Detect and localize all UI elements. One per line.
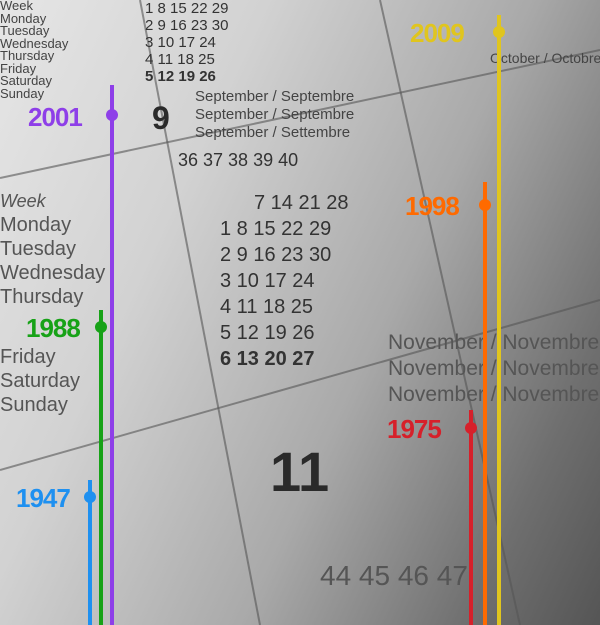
weekday: Monday [0,10,47,26]
timeline-line [88,480,92,625]
weekday: Saturday [0,73,53,88]
weekday: Saturday [0,370,81,392]
weekday: Wednesday [0,262,106,284]
date-row: 2 9 16 23 30 [145,17,229,34]
weekday: Friday [0,60,37,76]
date-row: 5 12 19 26 [220,322,315,344]
date-row: 4 11 18 25 [220,296,314,318]
bottom-week-numbers: 44 45 46 47 [320,560,468,591]
year-label: 1947 [16,483,71,513]
weekday: Tuesday [0,23,50,38]
timeline-dot [493,26,505,38]
year-label: 2009 [410,18,465,48]
date-row: 6 13 20 27 [220,348,315,370]
year-label: 2001 [28,102,83,132]
grid-line [139,0,261,625]
september-dates: 7 14 21 28 1 8 15 22 29 2 9 16 23 30 3 1… [220,190,349,372]
september-labels: September / Septembre September / Septem… [195,88,354,142]
august-dates: 1 8 15 22 29 2 9 16 23 30 3 10 17 24 4 1… [145,0,228,85]
month-label: September / Septembre [195,88,355,105]
timeline-dot [95,321,107,333]
date-row: 3 10 17 24 [145,34,216,51]
weekday-list-top: Week Monday Tuesday Wednesday Thursday F… [0,0,68,100]
november-number: 11 [270,440,330,503]
date-row: 2 9 16 23 30 [220,244,332,266]
date-row: 1 8 15 22 29 [145,0,229,17]
month-label: September / Settembre [195,124,351,141]
week-label: Week [0,0,33,13]
timeline-dot [479,199,491,211]
month-label: November / Novembre [388,383,600,406]
weekday: Friday [0,346,56,368]
timeline-dot [106,109,118,121]
month-label: November / Novembre [388,331,600,354]
timeline-line [497,15,501,625]
month-label: September / Septembre [195,106,355,123]
week-label: Week [0,191,46,211]
week-numbers: 36 37 38 39 40 [178,150,299,170]
timeline-line [469,410,473,625]
date-row: 3 10 17 24 [220,270,315,292]
year-label: 1998 [405,191,460,221]
november-labels: November / Novembre November / Novembre … [388,330,599,408]
year-label: 1975 [387,414,442,444]
weekday: Thursday [0,48,55,63]
year-label: 1988 [26,313,81,343]
weekday: Wednesday [0,35,69,51]
weekday: Sunday [0,85,45,101]
date-row: 5 12 19 26 [145,68,216,85]
october-label: October / Octobre [490,50,600,66]
timeline-dot [84,491,96,503]
grid-line [379,0,521,625]
weekday: Tuesday [0,238,76,260]
timeline-dot [465,422,477,434]
timeline-line [483,182,487,625]
month-label: November / Novembre [388,357,600,380]
date-row: 7 14 21 28 [254,192,349,214]
weekday: Sunday [0,394,68,416]
date-row: 1 8 15 22 29 [220,218,332,240]
date-row: 4 11 18 25 [145,51,215,68]
weekday: Thursday [0,286,84,308]
september-number: 9 [152,100,170,136]
timeline-line [99,310,103,625]
weekday: Monday [0,214,72,236]
timeline-line [110,85,114,625]
